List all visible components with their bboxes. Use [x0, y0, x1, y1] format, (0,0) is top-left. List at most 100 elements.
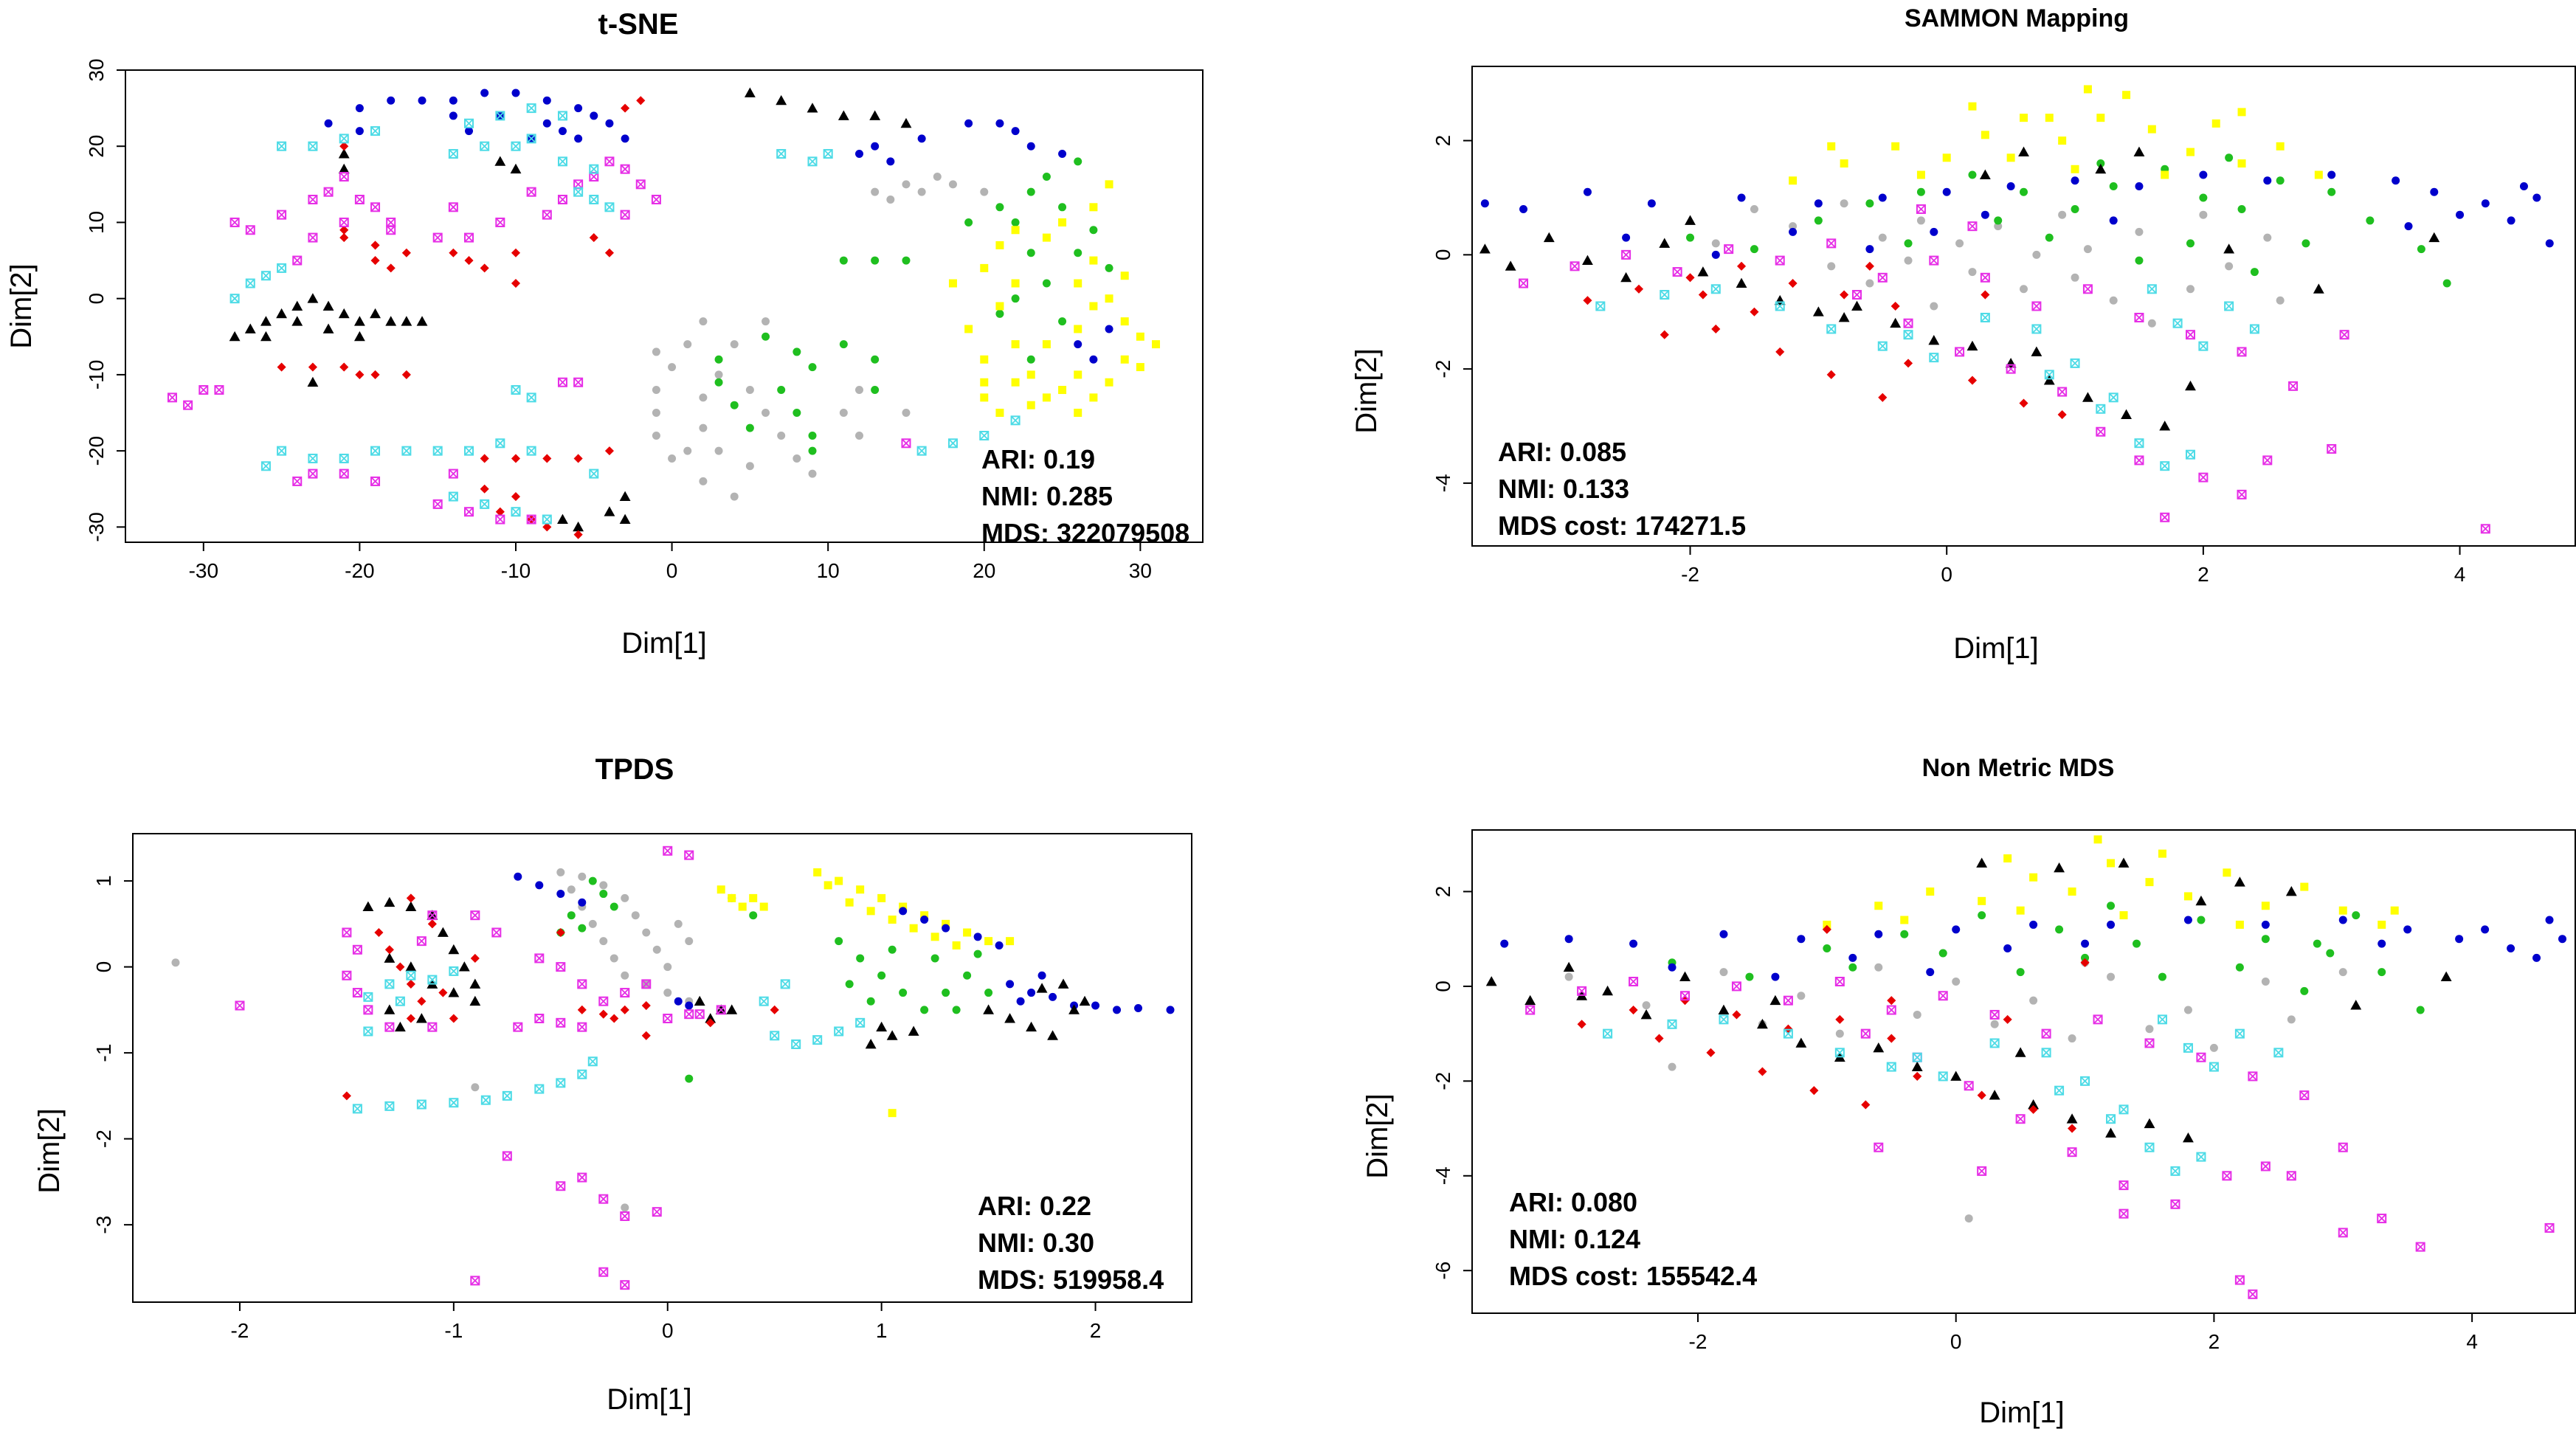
data-point-magenta	[352, 944, 362, 955]
data-point-cyan	[2147, 284, 2157, 294]
data-point-magenta	[2327, 443, 2337, 454]
data-point-yellow	[2237, 108, 2246, 117]
data-point-blue	[449, 111, 457, 120]
data-point-cyan	[370, 446, 381, 456]
data-point-grey	[1719, 968, 1728, 977]
data-point-red	[406, 1014, 415, 1023]
data-point-magenta	[620, 1280, 630, 1290]
x-tick-label: 20	[973, 559, 995, 582]
data-point-magenta	[2288, 381, 2299, 391]
data-point-black	[2066, 1113, 2078, 1124]
data-point-blue	[685, 1001, 694, 1010]
data-point-magenta	[1860, 1028, 1871, 1039]
data-point-blue	[2455, 935, 2464, 944]
data-point-blue	[2532, 193, 2541, 202]
data-point-grey	[2263, 233, 2272, 242]
data-point-red	[339, 225, 349, 235]
y-tick-label: -4	[1432, 1166, 1454, 1185]
y-tick-label: -2	[92, 1130, 115, 1148]
data-point-black	[1966, 340, 1978, 351]
data-point-red	[370, 370, 380, 379]
data-point-cyan	[1980, 312, 1990, 322]
data-point-cyan	[277, 263, 287, 273]
data-point-black	[573, 521, 584, 532]
data-point-magenta	[577, 979, 587, 989]
data-point-blue	[995, 941, 1004, 949]
data-point-black	[1620, 271, 1632, 283]
data-point-green	[902, 256, 911, 265]
data-point-grey	[886, 195, 895, 204]
y-tick-label: -6	[1432, 1262, 1454, 1280]
data-point-green	[835, 937, 843, 946]
data-point-grey	[2029, 996, 2038, 1005]
data-point-green	[599, 890, 608, 899]
data-point-yellow	[2161, 170, 2169, 179]
data-point-yellow	[1011, 279, 1020, 288]
data-point-red	[386, 263, 396, 273]
data-point-black	[2082, 392, 2093, 402]
data-point-cyan	[1010, 415, 1021, 426]
data-point-black	[2185, 380, 2196, 391]
data-point-red	[1711, 324, 1721, 334]
data-point-cyan	[770, 1031, 780, 1041]
data-point-green	[984, 989, 993, 997]
data-point-red	[2003, 1014, 2012, 1024]
data-point-black	[1057, 978, 1069, 989]
sammon-plot: -2 0 2 4 -4 -2 0 2 SAMMON Mapping Dim[1] Dim[2]…	[1350, 4, 2576, 665]
data-point-yellow	[2096, 114, 2105, 122]
data-point-yellow	[2003, 854, 2012, 863]
data-point-green	[2135, 256, 2144, 265]
data-point-cyan	[604, 202, 615, 212]
data-point-cyan	[480, 1095, 491, 1105]
data-point-black	[322, 300, 334, 311]
data-point-blue	[578, 898, 587, 907]
data-point-green	[2045, 233, 2054, 242]
data-point-magenta	[557, 194, 567, 204]
data-point-yellow	[995, 302, 1004, 311]
data-point-grey	[2147, 319, 2156, 328]
data-point-red	[542, 454, 552, 463]
data-point-cyan	[229, 294, 240, 304]
x-tick-label: 10	[817, 559, 840, 582]
data-point-blue	[1865, 245, 1874, 254]
data-point-grey	[1835, 1029, 1844, 1038]
data-point-green	[845, 980, 854, 989]
data-point-red	[417, 997, 427, 1006]
data-point-black	[291, 300, 303, 311]
data-point-green	[2132, 939, 2141, 948]
data-point-black	[1851, 300, 1862, 311]
data-point-grey	[1668, 1062, 1677, 1071]
data-point-green	[793, 409, 801, 418]
data-point-magenta	[2338, 1228, 2348, 1238]
data-point-cyan	[1903, 330, 1913, 340]
data-point-black	[865, 1039, 877, 1049]
data-point-yellow	[866, 907, 875, 916]
points-layer	[167, 87, 1161, 539]
data-point-red	[1775, 347, 1785, 356]
data-point-green	[1686, 233, 1695, 242]
data-point-red	[438, 988, 448, 997]
data-point-black	[705, 1013, 716, 1023]
data-point-green	[1900, 930, 1909, 938]
data-point-cyan	[1877, 341, 1888, 351]
data-point-cyan	[2209, 1062, 2219, 1072]
data-point-green	[1865, 199, 1874, 208]
data-point-magenta	[2119, 1208, 2129, 1219]
data-point-blue	[480, 89, 489, 97]
data-point-blue	[1981, 210, 1989, 219]
data-point-grey	[1878, 233, 1887, 242]
data-point-red	[573, 454, 583, 463]
data-point-cyan	[511, 385, 521, 395]
data-point-yellow	[1891, 142, 1900, 151]
data-point-yellow	[1006, 937, 1015, 946]
data-point-grey	[1827, 262, 1836, 271]
x-tick-label: 2	[2197, 563, 2209, 586]
y-axis-label: Dim[2]	[1350, 348, 1383, 434]
data-point-magenta	[1826, 238, 1837, 249]
data-point-blue	[558, 127, 567, 136]
data-point-cyan	[464, 118, 474, 128]
x-tick-label: 4	[2466, 1330, 2478, 1353]
data-point-yellow	[952, 941, 961, 949]
data-point-black	[1795, 1037, 1807, 1048]
data-point-black	[2440, 971, 2452, 982]
